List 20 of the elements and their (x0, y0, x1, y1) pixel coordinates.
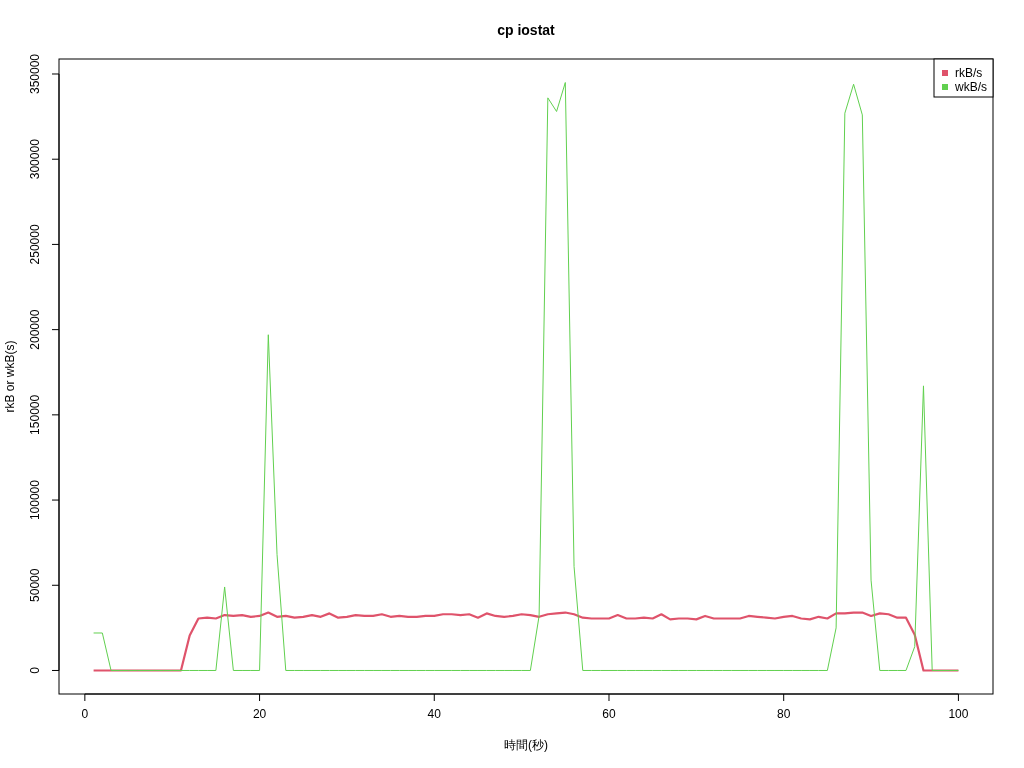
y-tick-label: 300000 (28, 138, 42, 180)
line-series (92, 611, 960, 672)
chart-title: cp iostat (497, 22, 556, 38)
y-axis-title: rkB or wkB(s) (3, 340, 17, 413)
x-tick-label: 40 (427, 707, 442, 721)
y-tick-label: 350000 (28, 53, 42, 95)
x-tick-label: 60 (602, 707, 616, 721)
legend-label: wkB/s (954, 80, 988, 94)
x-axis-title: 時間(秒) (504, 738, 548, 752)
legend-label: rkB/s (955, 66, 983, 80)
x-tick-label: 20 (252, 707, 267, 721)
x-tick-label: 100 (948, 707, 969, 721)
y-tick-label: 200000 (28, 309, 42, 350)
y-tick-label: 100000 (28, 479, 42, 521)
x-tick-label: 0 (81, 707, 89, 721)
y-tick-label: 150000 (28, 394, 42, 435)
y-tick-label: 0 (28, 666, 42, 674)
x-tick-label: 80 (777, 707, 791, 721)
y-tick-label: 250000 (28, 224, 42, 265)
y-tick-label: 50000 (28, 568, 42, 602)
